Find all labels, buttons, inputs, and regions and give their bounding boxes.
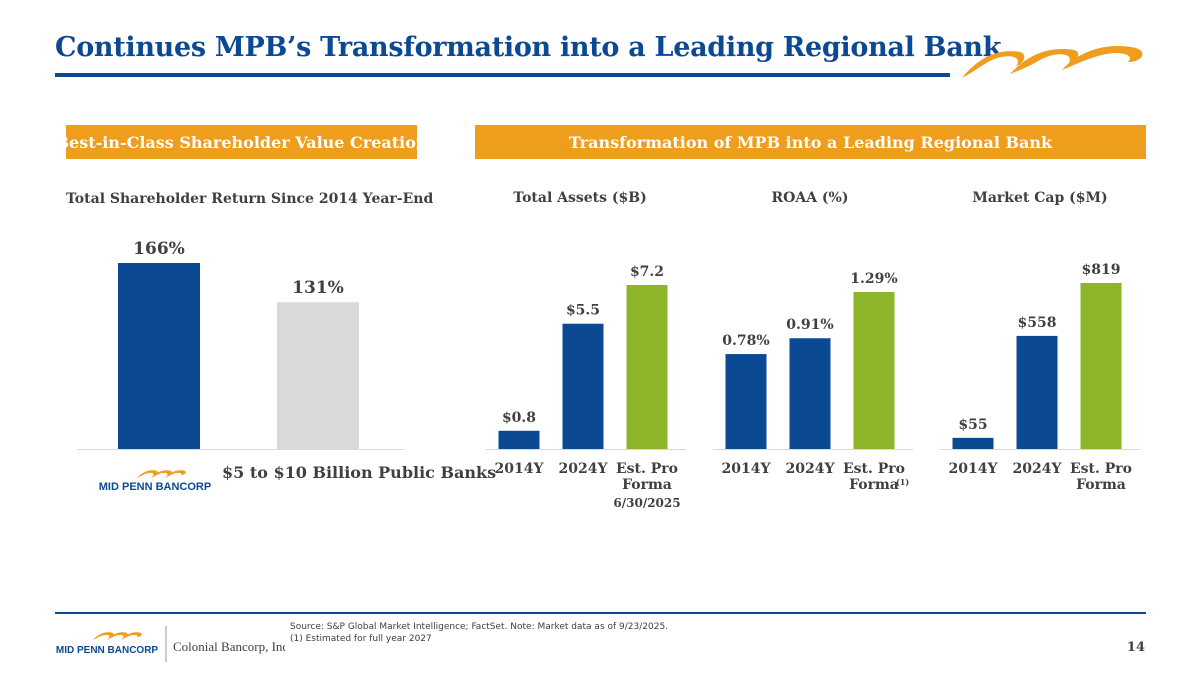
assets-bar-2: [626, 285, 668, 449]
assets-value-label-0: $0.8: [502, 410, 536, 426]
roaa-bar-chart: 0.78% 0.91% 1.29%: [713, 271, 913, 450]
roaa-cat-proforma-label: Est. Pro Forma: [842, 461, 905, 493]
tsr-bar-1: [277, 302, 359, 449]
assets-value-label-2: $7.2: [630, 264, 664, 280]
tsr-value-label-0: 166%: [133, 239, 185, 259]
tsr-bar-chart: 166% 131%: [77, 239, 404, 450]
assets-cat-2024: 2024Y: [558, 461, 608, 477]
footer-logos: MID PENN BANCORP Colonial Bancorp, Inc.: [56, 626, 285, 662]
source-note: Source: S&P Global Market Intelligence; …: [290, 622, 669, 632]
page-title: Continues MPB’s Transformation into a Le…: [55, 32, 1002, 63]
assets-cat-proforma-label: Est. Pro Forma: [615, 461, 678, 493]
mcap-cat-2024: 2024Y: [1012, 461, 1062, 477]
assets-cat-2014: 2014Y: [494, 461, 544, 477]
assets-bar-0: [498, 430, 540, 449]
footer-divider: [55, 612, 1146, 614]
assets-bar-1: [562, 323, 604, 449]
footnote-1: (1) Estimated for full year 2027: [290, 634, 432, 644]
mid-penn-logo-text: MID PENN BANCORP: [99, 481, 211, 493]
page-number: 14: [1126, 640, 1145, 655]
roaa-value-label-1: 0.91%: [786, 317, 833, 333]
roaa-bar-2: [853, 292, 895, 449]
assets-chart-title: Total Assets ($B): [513, 190, 647, 206]
mcap-value-label-2: $819: [1082, 262, 1121, 278]
roaa-footnote-marker: (1): [896, 477, 910, 487]
mcap-value-label-0: $55: [958, 417, 987, 433]
tsr-value-label-1: 131%: [292, 278, 344, 298]
roaa-cat-proforma: Est. Pro Forma: [834, 461, 914, 493]
roaa-value-label-0: 0.78%: [722, 333, 769, 349]
transformation-banner: Transformation of MPB into a Leading Reg…: [475, 125, 1146, 159]
assets-value-label-1: $5.5: [566, 303, 600, 319]
roaa-bar-1: [789, 338, 831, 449]
assets-bar-chart: $0.8 $5.5 $7.2: [486, 264, 686, 450]
peer-banks-category: $5 to $10 Billion Public Banks: [222, 463, 497, 482]
mcap-bar-2: [1080, 283, 1122, 449]
mcap-cat-proforma: Est. Pro Forma: [1061, 461, 1141, 493]
roaa-value-label-2: 1.29%: [850, 271, 897, 287]
footer-colonial-text: Colonial Bancorp, Inc.: [173, 639, 285, 654]
tsr-chart-title: Total Shareholder Return Since 2014 Year…: [66, 191, 434, 207]
roaa-cat-2024: 2024Y: [785, 461, 835, 477]
roaa-bar-0: [725, 354, 767, 449]
mcap-chart-title: Market Cap ($M): [972, 190, 1108, 206]
tsr-bar-0: [118, 263, 200, 449]
title-divider: [55, 73, 950, 77]
assets-cat-proforma: Est. Pro Forma 6/30/2025: [607, 461, 687, 511]
mid-penn-bancorp-logo: MID PENN BANCORP: [99, 470, 211, 493]
mcap-cat-2014: 2014Y: [948, 461, 998, 477]
mid-penn-swoosh-logo: [962, 46, 1143, 78]
assets-cat-proforma-date: 6/30/2025: [613, 496, 681, 510]
footer-mid-penn-text: MID PENN BANCORP: [56, 645, 159, 656]
mcap-bar-0: [952, 437, 994, 449]
roaa-cat-2014: 2014Y: [721, 461, 771, 477]
mcap-value-label-1: $558: [1018, 315, 1057, 331]
shareholder-value-banner: Best-in-Class Shareholder Value Creation: [55, 125, 428, 159]
roaa-chart-title: ROAA (%): [771, 190, 849, 206]
mcap-bar-chart: $55 $558 $819: [940, 262, 1140, 450]
mcap-cat-proforma-label: Est. Pro Forma: [1069, 461, 1132, 493]
mcap-bar-1: [1016, 335, 1058, 449]
